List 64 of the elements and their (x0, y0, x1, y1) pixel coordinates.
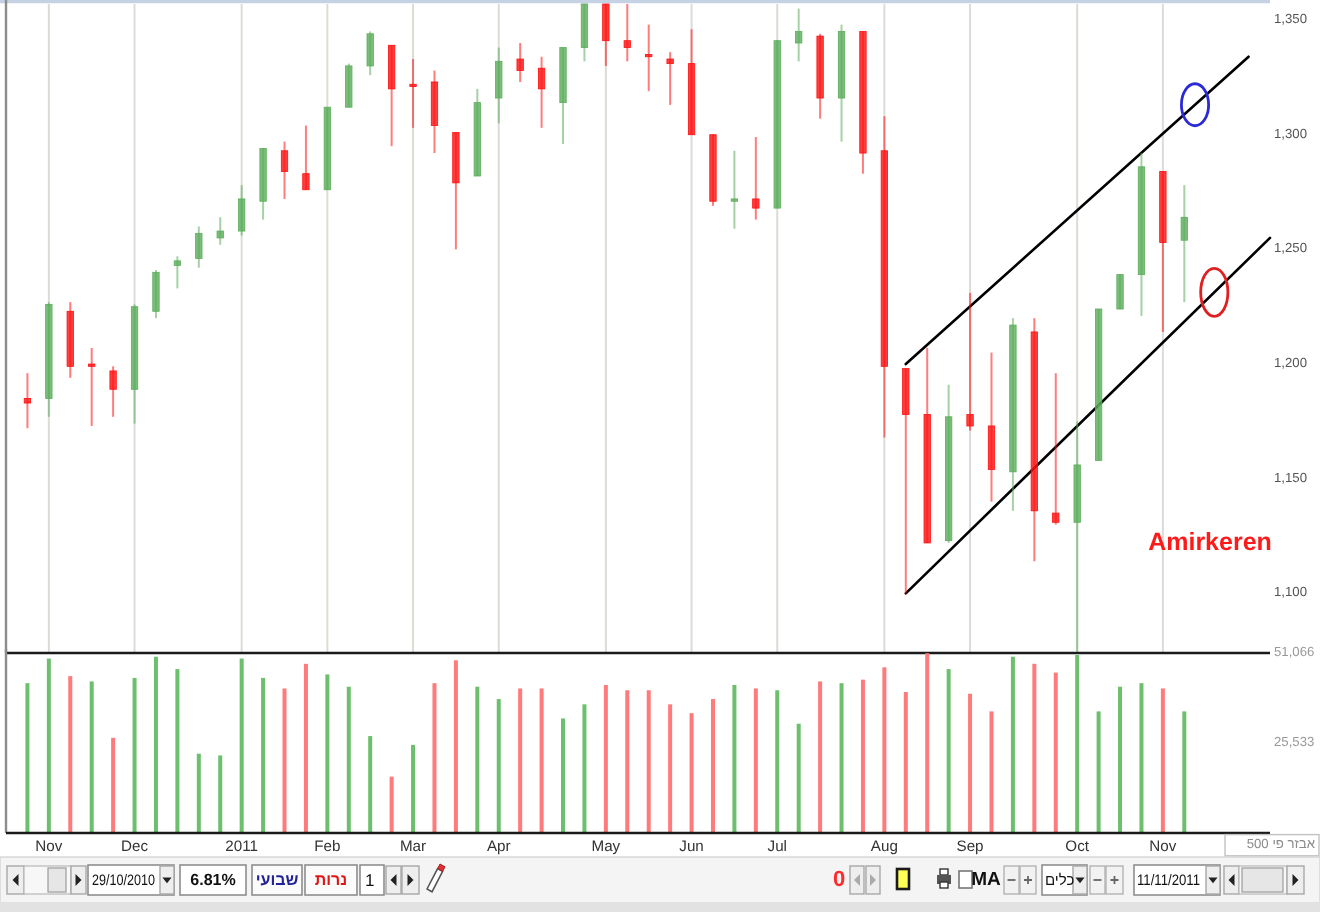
bar (860, 679, 865, 833)
bar (346, 686, 351, 833)
bar (646, 690, 651, 833)
bar (775, 690, 780, 833)
bar (1139, 683, 1144, 833)
candlestick (1116, 273, 1124, 311)
bar (710, 699, 715, 833)
bar (903, 692, 908, 833)
bar (561, 718, 566, 833)
bar (732, 684, 737, 833)
bar (1118, 686, 1123, 833)
bar (818, 681, 823, 833)
bar (582, 704, 587, 833)
bar (668, 704, 673, 833)
bar (132, 677, 137, 833)
bar (46, 658, 51, 833)
bar (839, 683, 844, 833)
bar (475, 686, 480, 833)
bar (325, 674, 330, 833)
bar (389, 776, 394, 833)
bar (1032, 663, 1037, 833)
text: נרות (314, 871, 348, 889)
bar (1160, 688, 1165, 833)
bar (925, 653, 930, 833)
bar (753, 688, 758, 833)
bar (68, 676, 73, 833)
text: 1 (365, 870, 375, 890)
bar (1182, 711, 1187, 833)
bar (796, 723, 801, 833)
text: MA (971, 869, 1002, 891)
bar (432, 683, 437, 833)
bar (196, 753, 201, 833)
bar (1053, 672, 1058, 833)
bar (1096, 711, 1101, 833)
bar (25, 683, 30, 833)
bar (282, 688, 287, 833)
bar (689, 713, 694, 833)
bar (946, 669, 951, 833)
bar (882, 667, 887, 833)
candlestick (345, 62, 353, 109)
bar (218, 755, 223, 833)
bar (1075, 655, 1080, 833)
bar (411, 744, 416, 833)
bar (539, 688, 544, 833)
bar (175, 669, 180, 833)
bar (239, 658, 244, 833)
bar (453, 660, 458, 833)
bar (153, 656, 158, 833)
annotation: Amirkeren (1148, 528, 1272, 556)
bar (89, 681, 94, 833)
text: 6.81% (190, 871, 236, 889)
text: שבועי (255, 871, 300, 889)
bar (261, 677, 266, 833)
bar (989, 711, 994, 833)
bar (303, 663, 308, 833)
bar (518, 688, 523, 833)
text: 0 (832, 868, 846, 892)
bar (368, 736, 373, 833)
bar (968, 693, 973, 833)
bar (603, 684, 608, 833)
bar (625, 690, 630, 833)
bar (496, 699, 501, 833)
bar (1010, 656, 1015, 833)
bar (111, 737, 116, 833)
